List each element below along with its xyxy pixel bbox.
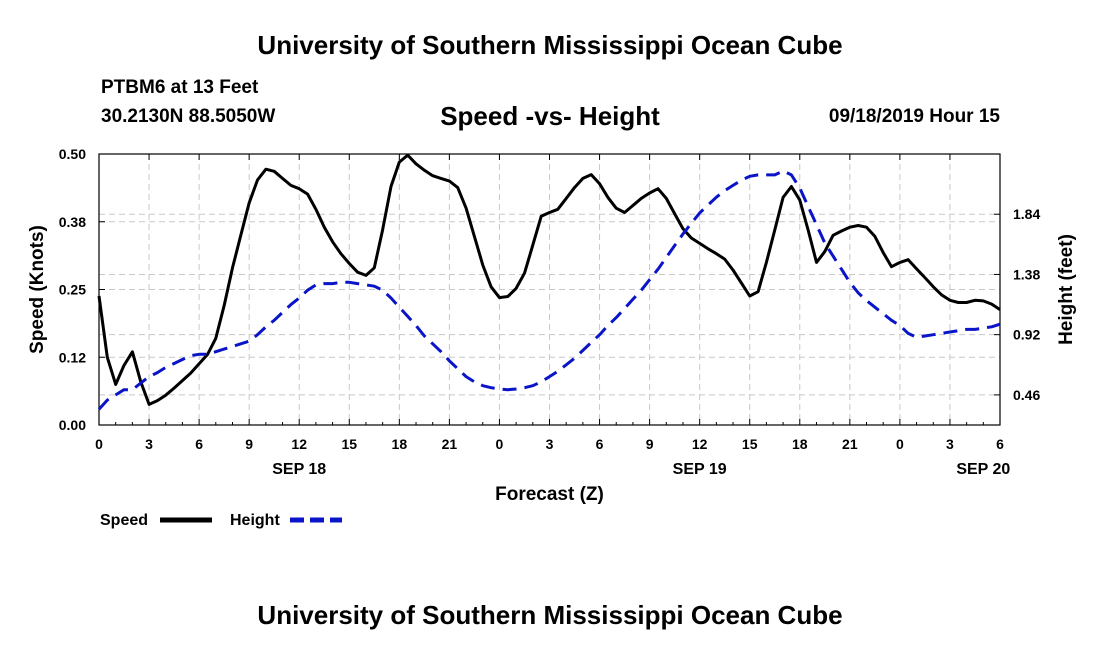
station-coordinates: 30.2130N 88.5050W xyxy=(101,106,276,127)
x-date-label: SEP 20 xyxy=(956,461,1010,478)
x-tick-label: 21 xyxy=(842,436,858,452)
chart-axes: 0 3 6 9 12 15 18 21 0 3 6 9 12 15 18 21 0 3 6 SEP 18 SEP 19 S… xyxy=(27,146,1077,505)
y-tick-label: 0.25 xyxy=(59,282,86,298)
x-tick-label: 6 xyxy=(596,436,604,452)
grid-lines xyxy=(99,154,1000,425)
y-tick-label: 0.12 xyxy=(59,349,86,365)
x-tick-label: 9 xyxy=(245,436,253,452)
chart-series xyxy=(97,153,1001,411)
y2-tick-label: 1.84 xyxy=(1013,206,1040,222)
y-tick-label: 0.00 xyxy=(59,417,86,433)
footer-title: University of Southern Mississippi Ocean… xyxy=(257,600,843,630)
x-tick-label: 15 xyxy=(742,436,758,452)
x-tick-label: 21 xyxy=(442,436,458,452)
x-tick-label: 0 xyxy=(896,436,904,452)
x-tick-label: 3 xyxy=(546,436,554,452)
y-tick-label: 0.50 xyxy=(59,146,86,162)
chart-subtitle: Speed -vs- Height xyxy=(440,101,660,131)
x-tick-label: 18 xyxy=(392,436,408,452)
legend-label-speed: Speed xyxy=(100,512,148,529)
x-tick-label: 18 xyxy=(792,436,808,452)
x-tick-label: 12 xyxy=(291,436,307,452)
x-tick-label: 12 xyxy=(692,436,708,452)
x-tick-label: 3 xyxy=(145,436,153,452)
x-tick-label: 0 xyxy=(95,436,103,452)
x-tick-label: 0 xyxy=(496,436,504,452)
x-tick-label: 6 xyxy=(996,436,1004,452)
x-date-label: SEP 18 xyxy=(272,461,326,478)
x-tick-label: 15 xyxy=(341,436,357,452)
x-tick-label: 6 xyxy=(195,436,203,452)
legend-label-height: Height xyxy=(230,512,280,529)
y2-tick-label: 1.38 xyxy=(1013,266,1040,282)
y2-axis-title: Height (feet) xyxy=(1056,234,1077,345)
height-series-line xyxy=(97,169,1001,411)
chart-title: University of Southern Mississippi Ocean… xyxy=(257,30,843,60)
station-label: PTBM6 at 13 Feet xyxy=(101,77,259,98)
y-axis-title: Speed (Knots) xyxy=(27,225,48,354)
chart-legend: Speed Height xyxy=(100,512,342,529)
y2-tick-label: 0.46 xyxy=(1013,387,1040,403)
x-tick-label: 3 xyxy=(946,436,954,452)
y2-tick-label: 0.92 xyxy=(1013,327,1040,343)
forecast-datetime: 09/18/2019 Hour 15 xyxy=(828,106,1000,127)
speed-series-line xyxy=(97,153,1001,406)
x-tick-label: 9 xyxy=(646,436,654,452)
x-axis-title: Forecast (Z) xyxy=(495,484,604,505)
y-tick-label: 0.38 xyxy=(59,214,86,230)
x-date-label: SEP 19 xyxy=(673,461,727,478)
